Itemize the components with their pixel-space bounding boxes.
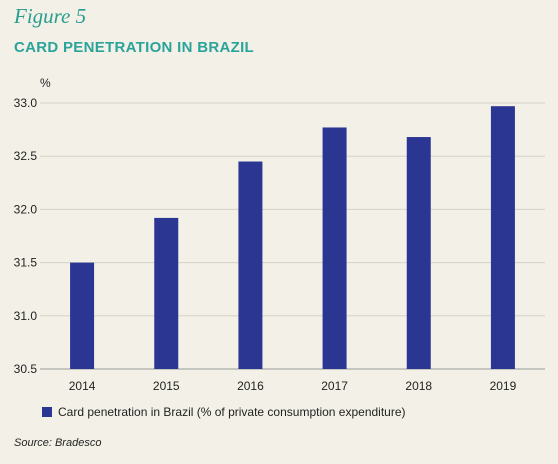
bar-2019 [490, 106, 515, 369]
x-axis: 2014 2015 2016 2017 2018 2019 [69, 379, 517, 393]
y-tick-label: 32.5 [14, 149, 38, 163]
y-tick-label: 33.0 [14, 96, 38, 110]
bar-2015 [154, 217, 179, 369]
bar-2018 [406, 137, 431, 369]
bar-2017 [322, 127, 347, 369]
y-unit-label: % [40, 76, 51, 90]
bars [70, 106, 515, 369]
legend-label: Card penetration in Brazil (% of private… [58, 405, 406, 419]
legend-swatch [42, 407, 52, 417]
y-tick-label: 30.5 [14, 362, 38, 376]
x-tick-label: 2017 [321, 379, 348, 393]
chart-title: CARD PENETRATION IN BRAZIL [14, 39, 255, 56]
x-tick-label: 2019 [490, 379, 517, 393]
y-tick-label: 31.0 [14, 309, 38, 323]
x-tick-label: 2015 [153, 379, 180, 393]
y-tick-label: 32.0 [14, 202, 38, 216]
x-tick-label: 2018 [405, 379, 432, 393]
gridlines [40, 102, 545, 370]
y-tick-label: 31.5 [14, 256, 38, 270]
x-tick-label: 2014 [69, 379, 96, 393]
x-tick-label: 2016 [237, 379, 264, 393]
y-axis: 30.5 31.0 31.5 32.0 32.5 33.0 [14, 96, 38, 376]
source-note: Source: Bradesco [14, 437, 102, 449]
legend: Card penetration in Brazil (% of private… [42, 405, 406, 419]
bar-2016 [238, 161, 263, 369]
figure-label: Figure 5 [14, 4, 87, 28]
bar-2014 [70, 262, 95, 369]
